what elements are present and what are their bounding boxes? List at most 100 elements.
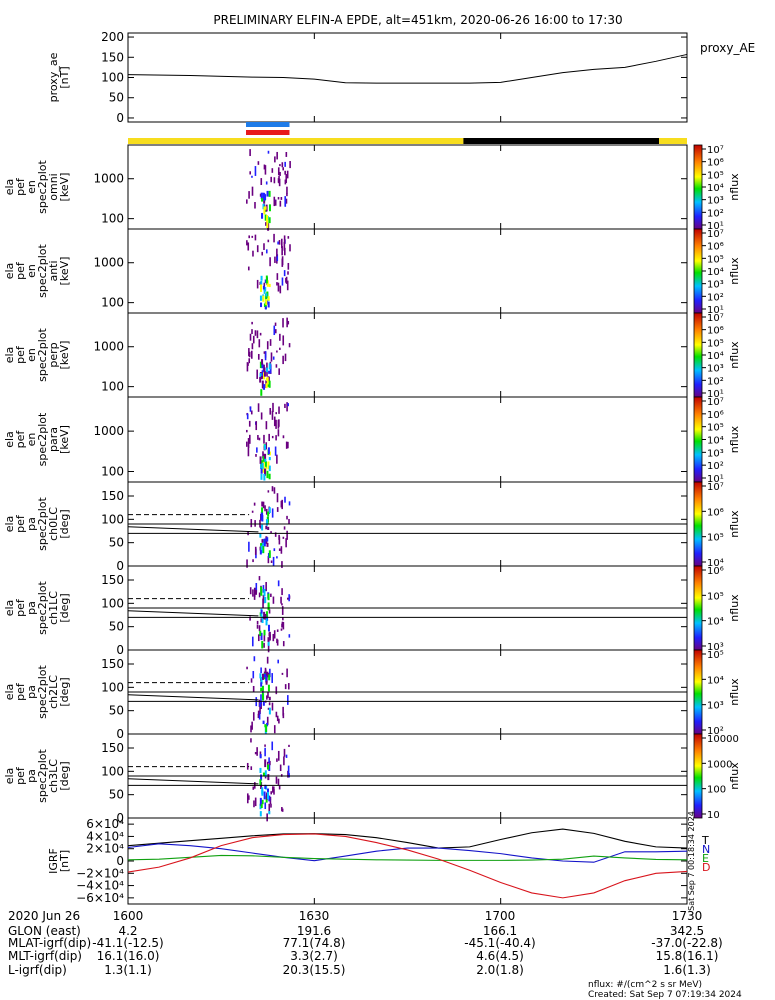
flux-speck [279,347,281,350]
flux-speck [271,486,274,492]
flux-speck [276,629,279,632]
flux-speck [277,167,280,176]
igrf-side-stamp: Sat Sep 7 00:18:34 2024 [687,811,696,911]
flux-speck [269,799,272,805]
flux-speck [284,179,287,185]
colorbar-tick-label: 10² [707,292,724,303]
flux-speck [287,320,290,325]
flux-pixel [263,206,266,215]
flux-pixel [264,458,267,462]
y-axis-label: spec2plot [36,581,49,635]
spectrogram-data [246,402,289,481]
flux-speck [250,410,253,415]
xaxis-value: 342.5 [670,924,704,938]
y-axis-label: spec2plot [36,665,49,719]
flux-speck [288,518,290,525]
flux-pixel [260,192,263,199]
flux-pixel [266,470,269,479]
colorbar [693,144,703,230]
colorbar-tick-label: 10000 [707,734,739,745]
flux-speck [288,594,290,602]
y-axis-label: en [25,180,38,194]
colorbar [693,396,703,483]
flux-speck [283,247,286,256]
flux-speck [272,633,275,642]
flux-pixel [268,764,271,771]
y-axis-label: pef [14,430,27,449]
flux-speck [280,774,283,777]
xaxis-value: 1730 [672,909,703,923]
flux-speck [273,789,275,795]
colorbar [693,565,703,651]
colorbar-tick-label: 10² [707,461,724,472]
colorbar-tick-label: 10⁶ [707,507,724,518]
flux-pixel [268,707,271,715]
flux-speck [255,421,258,431]
y-axis-label: ch0LC [47,507,60,541]
flux-speck [282,641,285,647]
flux-pixel [268,674,271,681]
xaxis-row-label: MLAT-igrf(dip) [8,936,91,950]
spectrogram-data [246,233,291,310]
flux-speck [258,339,261,348]
flux-speck [246,429,248,433]
flux-speck [284,353,287,362]
flux-speck [264,744,266,747]
xaxis-value: 2.0(1.8) [476,963,524,977]
flux-pixel [266,722,269,727]
flux-pixel [260,609,263,614]
flux-speck [282,318,284,328]
flux-pixel [268,283,271,288]
colorbar-tick-label: 10 [707,810,720,821]
xaxis-value: 15.8(16.1) [656,949,719,963]
figure-title: PRELIMINARY ELFIN-A EPDE, alt=451km, 202… [213,13,622,27]
flux-pixel [267,461,270,470]
flux-speck [265,508,268,515]
flux-speck [275,412,278,415]
flux-pixel [262,192,265,201]
igrf-line-T [127,828,688,849]
colorbar-label: nflux [728,594,741,622]
flux-speck [287,683,290,690]
flux-speck [251,175,253,178]
flux-pixel [260,389,263,396]
flux-speck [270,560,273,563]
xaxis-value: 4.6(4.5) [476,949,524,963]
flux-speck [274,446,277,456]
y-axis-label: ch3LC [47,759,60,793]
flux-pixel [263,611,266,620]
flux-speck [277,750,280,761]
y-axis-label: ela [3,600,16,617]
flux-speck [248,191,250,199]
y-axis-label: spec2plot [36,160,49,214]
flux-speck [277,241,279,245]
flux-pixel [263,384,266,390]
flux-pixel [265,222,268,226]
flux-speck [270,803,272,808]
flux-speck [250,738,252,743]
flux-speck [282,617,284,621]
igrf-panel [127,817,688,905]
y-axis-label: spec2plot [36,749,49,803]
flux-pixel [260,376,263,380]
igrf-line-E [127,854,688,861]
flux-speck [251,235,254,238]
colorbar-label: nflux [728,678,741,706]
y-tick-label: 0 [116,811,124,825]
y-tick-label: 200 [101,30,124,44]
xaxis-value: 4.2 [118,924,137,938]
flux-speck [246,793,249,804]
colorbar-tick-label: 10³ [707,642,724,653]
flux-speck [256,369,258,379]
flux-pixel [261,524,264,531]
y-axis-label: [deg] [58,677,71,706]
flux-pixel [261,198,264,202]
colorbar-tick-label: 1000 [707,759,732,770]
colorbar-tick-label: 10³ [707,196,724,207]
flux-speck [280,546,283,554]
flux-pixel [259,456,262,464]
y-tick-label: 150 [101,50,124,64]
flux-pixel [263,629,266,636]
flux-speck [269,668,271,678]
